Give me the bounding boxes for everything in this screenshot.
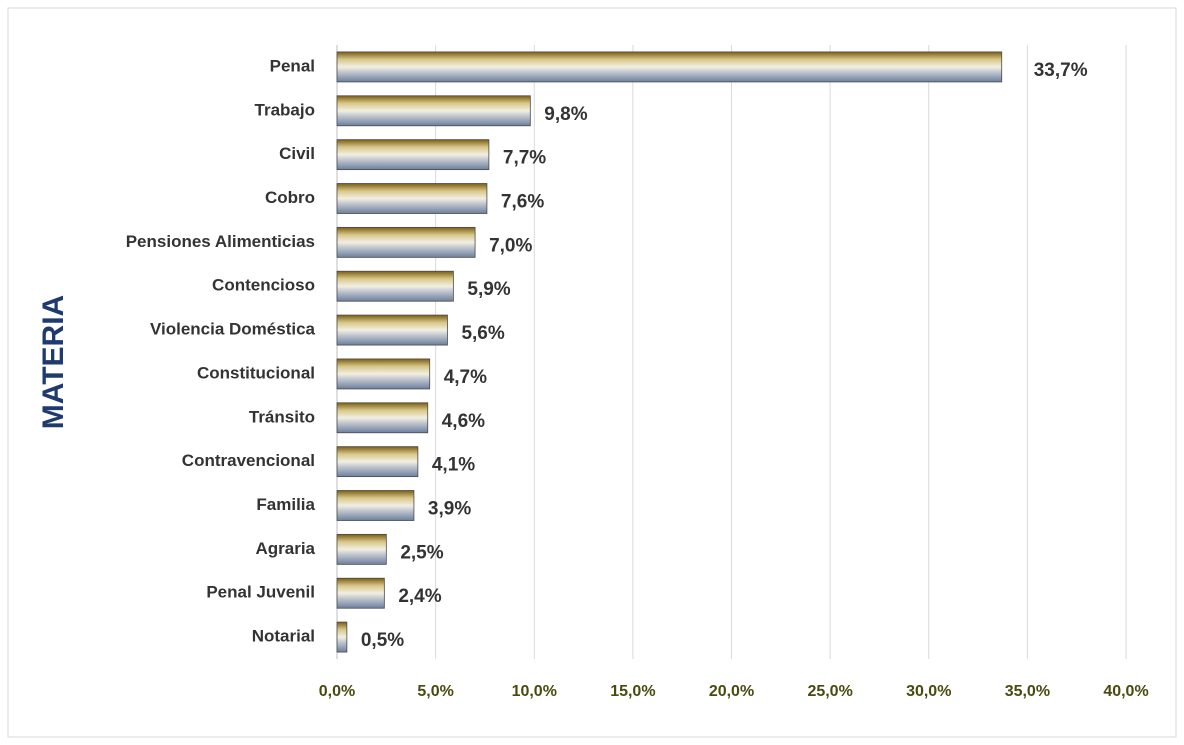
- bar: [336, 402, 429, 434]
- x-tick-label: 25,0%: [807, 683, 852, 700]
- y-tick-label: Penal: [270, 56, 315, 75]
- bar: [336, 446, 419, 478]
- data-label: 4,1%: [432, 455, 475, 476]
- bar: [336, 314, 448, 346]
- data-label: 5,9%: [467, 279, 510, 300]
- bar: [336, 621, 348, 653]
- data-label: 3,9%: [428, 499, 471, 520]
- bar: [336, 226, 476, 258]
- data-label: 4,7%: [444, 367, 487, 388]
- y-tick-label: Tránsito: [249, 407, 315, 426]
- y-tick-label: Penal Juvenil: [206, 583, 315, 602]
- bar: [336, 490, 415, 521]
- bar: [336, 577, 385, 609]
- y-tick-label: Familia: [256, 495, 315, 514]
- bar: [336, 139, 490, 171]
- x-tick-label: 10,0%: [512, 683, 557, 700]
- x-tick-label: 5,0%: [417, 683, 453, 700]
- y-tick-label: Cobro: [265, 188, 315, 207]
- bar: [336, 183, 488, 214]
- data-label: 2,5%: [400, 542, 443, 563]
- x-tick-label: 15,0%: [610, 683, 655, 700]
- bar: [336, 358, 431, 390]
- bar: [336, 270, 454, 302]
- y-tick-label: Notarial: [252, 627, 315, 646]
- bar: [336, 95, 531, 127]
- y-tick-label: Civil: [279, 144, 315, 163]
- x-tick-label: 35,0%: [1005, 683, 1050, 700]
- data-label: 4,6%: [442, 411, 485, 432]
- y-tick-label: Constitucional: [197, 363, 315, 382]
- y-tick-label: Pensiones Alimenticias: [126, 232, 315, 251]
- data-label: 7,7%: [503, 148, 546, 169]
- y-tick-label: Contravencional: [182, 451, 315, 470]
- data-label: 33,7%: [1034, 60, 1088, 81]
- bar: [336, 51, 1003, 83]
- y-axis-title: MATERIA: [37, 295, 70, 429]
- data-label: 5,6%: [461, 323, 504, 344]
- data-label: 2,4%: [398, 586, 441, 607]
- chart-border: [7, 7, 1177, 738]
- y-tick-label: Agraria: [255, 539, 315, 558]
- y-tick-label: Contencioso: [212, 276, 315, 295]
- y-tick-label: Trabajo: [255, 100, 315, 119]
- x-tick-label: 20,0%: [709, 683, 754, 700]
- data-label: 9,8%: [544, 104, 587, 125]
- data-label: 7,6%: [501, 192, 544, 213]
- x-tick-label: 40,0%: [1103, 683, 1148, 700]
- x-tick-label: 0,0%: [319, 683, 355, 700]
- x-tick-label: 30,0%: [906, 683, 951, 700]
- data-label: 0,5%: [361, 630, 404, 651]
- bar: [336, 533, 387, 565]
- data-label: 7,0%: [489, 235, 532, 256]
- y-tick-label: Violencia Doméstica: [150, 320, 316, 339]
